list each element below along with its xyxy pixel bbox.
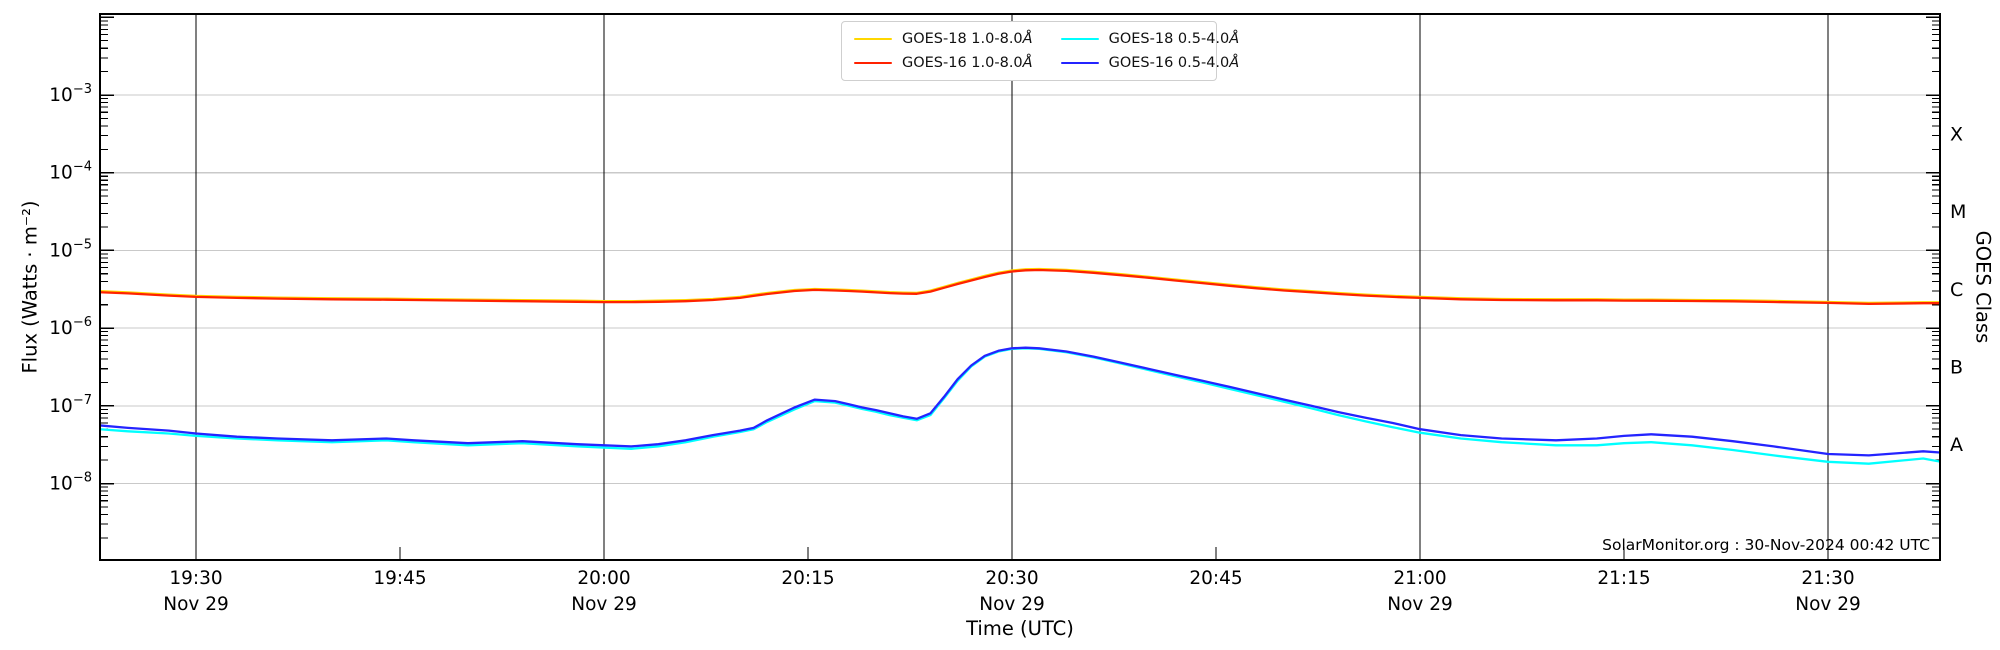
svg-text:19:30: 19:30 bbox=[169, 568, 222, 589]
series-goes16_short bbox=[100, 346, 1940, 457]
series-goes16_long bbox=[100, 268, 1940, 306]
y-axis-title: Flux (Watts · m⁻²) bbox=[18, 200, 42, 374]
legend-entry-goes16_long: GOES-16 1.0-8.0Å bbox=[854, 51, 1033, 75]
svg-text:20:00: 20:00 bbox=[577, 568, 630, 589]
flux-curves bbox=[100, 267, 1940, 465]
svg-text:20:15: 20:15 bbox=[781, 568, 834, 589]
svg-text:Nov 29: Nov 29 bbox=[571, 594, 637, 615]
svg-text:X: X bbox=[1950, 123, 1963, 145]
y-ticks bbox=[100, 16, 1940, 539]
legend-entry-goes16_short: GOES-16 0.5-4.0Å bbox=[1060, 51, 1240, 75]
legend-swatch-goes18_long bbox=[854, 37, 892, 41]
svg-text:M: M bbox=[1950, 201, 1966, 223]
svg-text:A: A bbox=[1950, 434, 1963, 456]
right-axis-title: GOES Class bbox=[1971, 230, 1995, 344]
x-tick-labels: 19:30 Nov 29 19:45 20:00 Nov 29 20:15 20:30 Nov… bbox=[163, 568, 1861, 615]
legend-swatch-goes16_long bbox=[854, 61, 892, 65]
goes-class-letters: X M C B A bbox=[1950, 123, 1966, 456]
svg-text:20:30: 20:30 bbox=[985, 568, 1038, 589]
svg-text:B: B bbox=[1950, 356, 1963, 378]
legend-entry-goes18_long: GOES-18 1.0-8.0Å bbox=[854, 27, 1033, 51]
legend-swatch-goes18_short bbox=[1060, 37, 1099, 41]
watermark-text: SolarMonitor.org : 30-Nov-2024 00:42 UTC bbox=[1602, 536, 1930, 554]
legend-swatch-goes16_short bbox=[1060, 61, 1099, 65]
svg-text:21:15: 21:15 bbox=[1597, 568, 1650, 589]
legend-box: GOES-18 1.0-8.0Å GOES-16 1.0-8.0Å GOES-18 … bbox=[841, 21, 1239, 81]
svg-text:19:45: 19:45 bbox=[373, 568, 426, 589]
legend-entry-goes18_short: GOES-18 0.5-4.0Å bbox=[1060, 27, 1240, 51]
svg-text:21:00: 21:00 bbox=[1393, 568, 1446, 589]
svg-text:Nov 29: Nov 29 bbox=[979, 594, 1045, 615]
svg-text:10−5: 10−5 bbox=[49, 237, 92, 261]
svg-text:Nov 29: Nov 29 bbox=[1387, 594, 1453, 615]
svg-text:Nov 29: Nov 29 bbox=[1795, 594, 1861, 615]
x-axis-title: Time (UTC) bbox=[966, 617, 1074, 640]
svg-text:C: C bbox=[1950, 279, 1963, 301]
halfhour-lines bbox=[195, 14, 1829, 560]
legend-label: GOES-16 0.5-4.0Å bbox=[1108, 55, 1240, 71]
legend-label: GOES-18 0.5-4.0Å bbox=[1108, 31, 1240, 47]
legend-label: GOES-16 1.0-8.0Å bbox=[902, 55, 1033, 71]
svg-text:Nov 29: Nov 29 bbox=[163, 594, 229, 615]
legend-label: GOES-18 1.0-8.0Å bbox=[902, 31, 1033, 47]
x-ticks bbox=[399, 547, 1625, 560]
plot-border bbox=[99, 13, 1941, 561]
decade-gridlines bbox=[100, 94, 1940, 485]
svg-text:21:30: 21:30 bbox=[1801, 568, 1854, 589]
svg-text:20:45: 20:45 bbox=[1189, 568, 1242, 589]
